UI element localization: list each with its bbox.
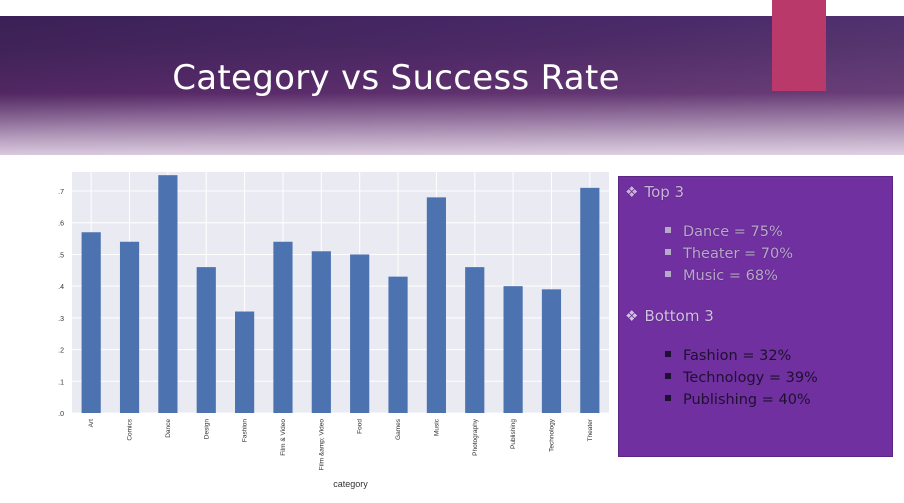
x-tick-label: Comics xyxy=(127,418,134,440)
bar xyxy=(541,289,562,413)
top-white-strip xyxy=(0,0,904,16)
square-bullet-icon xyxy=(665,351,671,357)
bar xyxy=(350,254,370,413)
x-axis-label: category xyxy=(333,479,368,489)
summary-panel: ❖ Top 3 Dance = 75% Theater = 70% Music =… xyxy=(618,176,893,457)
square-bullet-icon xyxy=(665,227,671,233)
x-tick-label: Film & Video xyxy=(280,419,287,456)
y-tick-label: 0.0 xyxy=(58,411,64,418)
y-tick-label: 0.7 xyxy=(58,189,64,196)
top-heading-text: Top 3 xyxy=(644,183,685,201)
x-tick-label: Photography xyxy=(472,418,479,456)
bar-chart: 0.0 0.1 0.2 0.3 0.4 0.5 0.6 0.7 Art Comics Dance De… xyxy=(54,168,614,498)
top-item-1: Dance = 75% xyxy=(665,224,783,240)
top-item-2: Theater = 70% xyxy=(665,246,793,262)
bottom-heading: ❖ Bottom 3 xyxy=(625,307,714,325)
x-tick-label: Theater xyxy=(587,418,594,441)
y-tick-label: 0.2 xyxy=(58,348,64,355)
bar xyxy=(388,276,408,413)
banner-shading xyxy=(0,0,904,155)
bottom-item-1: Fashion = 32% xyxy=(665,348,791,364)
bar xyxy=(273,241,293,413)
x-tick-label: Fashion xyxy=(242,419,249,443)
bottom-item-2: Technology = 39% xyxy=(665,370,818,386)
y-tick-label: 0.1 xyxy=(58,379,64,386)
top-item-text: Music = 68% xyxy=(683,268,778,284)
top-item-text: Dance = 75% xyxy=(683,224,783,240)
x-tick-label: Food xyxy=(357,419,364,434)
title-banner xyxy=(0,0,904,155)
y-tick-label: 0.6 xyxy=(58,221,64,228)
x-tick-label: Dance xyxy=(165,419,172,438)
top-heading: ❖ Top 3 xyxy=(625,183,684,201)
x-tick-label: Art xyxy=(88,419,95,428)
square-bullet-icon xyxy=(665,271,671,277)
bar xyxy=(196,267,216,413)
bar xyxy=(426,197,446,413)
bottom-item-text: Technology = 39% xyxy=(683,370,818,386)
x-tick-label: Music xyxy=(433,418,440,436)
bar xyxy=(158,175,178,413)
y-tick-label: 0.5 xyxy=(58,252,64,259)
slide-title: Category vs Success Rate xyxy=(172,58,620,98)
x-tick-label: Publishing xyxy=(510,419,517,449)
bar xyxy=(465,267,485,413)
accent-block xyxy=(772,0,826,91)
x-tick-label: Design xyxy=(203,419,210,440)
diamond-bullet-icon: ❖ xyxy=(625,183,639,201)
bar xyxy=(311,251,331,413)
square-bullet-icon xyxy=(665,249,671,255)
bottom-item-3: Publishing = 40% xyxy=(665,392,811,408)
x-tick-label: Games xyxy=(395,418,402,440)
bottom-item-text: Publishing = 40% xyxy=(683,392,811,408)
square-bullet-icon xyxy=(665,373,671,379)
plot-area xyxy=(72,172,609,413)
top-item-text: Theater = 70% xyxy=(683,246,794,262)
x-tick-label: Technology xyxy=(548,418,555,452)
top-item-3: Music = 68% xyxy=(665,268,778,284)
y-tick-label: 0.3 xyxy=(58,316,64,323)
chart-svg: 0.0 0.1 0.2 0.3 0.4 0.5 0.6 0.7 Art Comics Dance De… xyxy=(54,172,609,489)
diamond-bullet-icon: ❖ xyxy=(625,307,639,325)
bar xyxy=(81,232,101,413)
bottom-item-text: Fashion = 32% xyxy=(683,348,792,364)
bar xyxy=(580,187,600,413)
bar xyxy=(119,241,140,413)
y-tick-label: 0.4 xyxy=(58,284,64,291)
bar xyxy=(503,286,523,413)
x-tick-label: Film &amp; Video xyxy=(318,419,325,471)
bar xyxy=(235,311,255,413)
bottom-heading-text: Bottom 3 xyxy=(644,307,714,325)
square-bullet-icon xyxy=(665,395,671,401)
